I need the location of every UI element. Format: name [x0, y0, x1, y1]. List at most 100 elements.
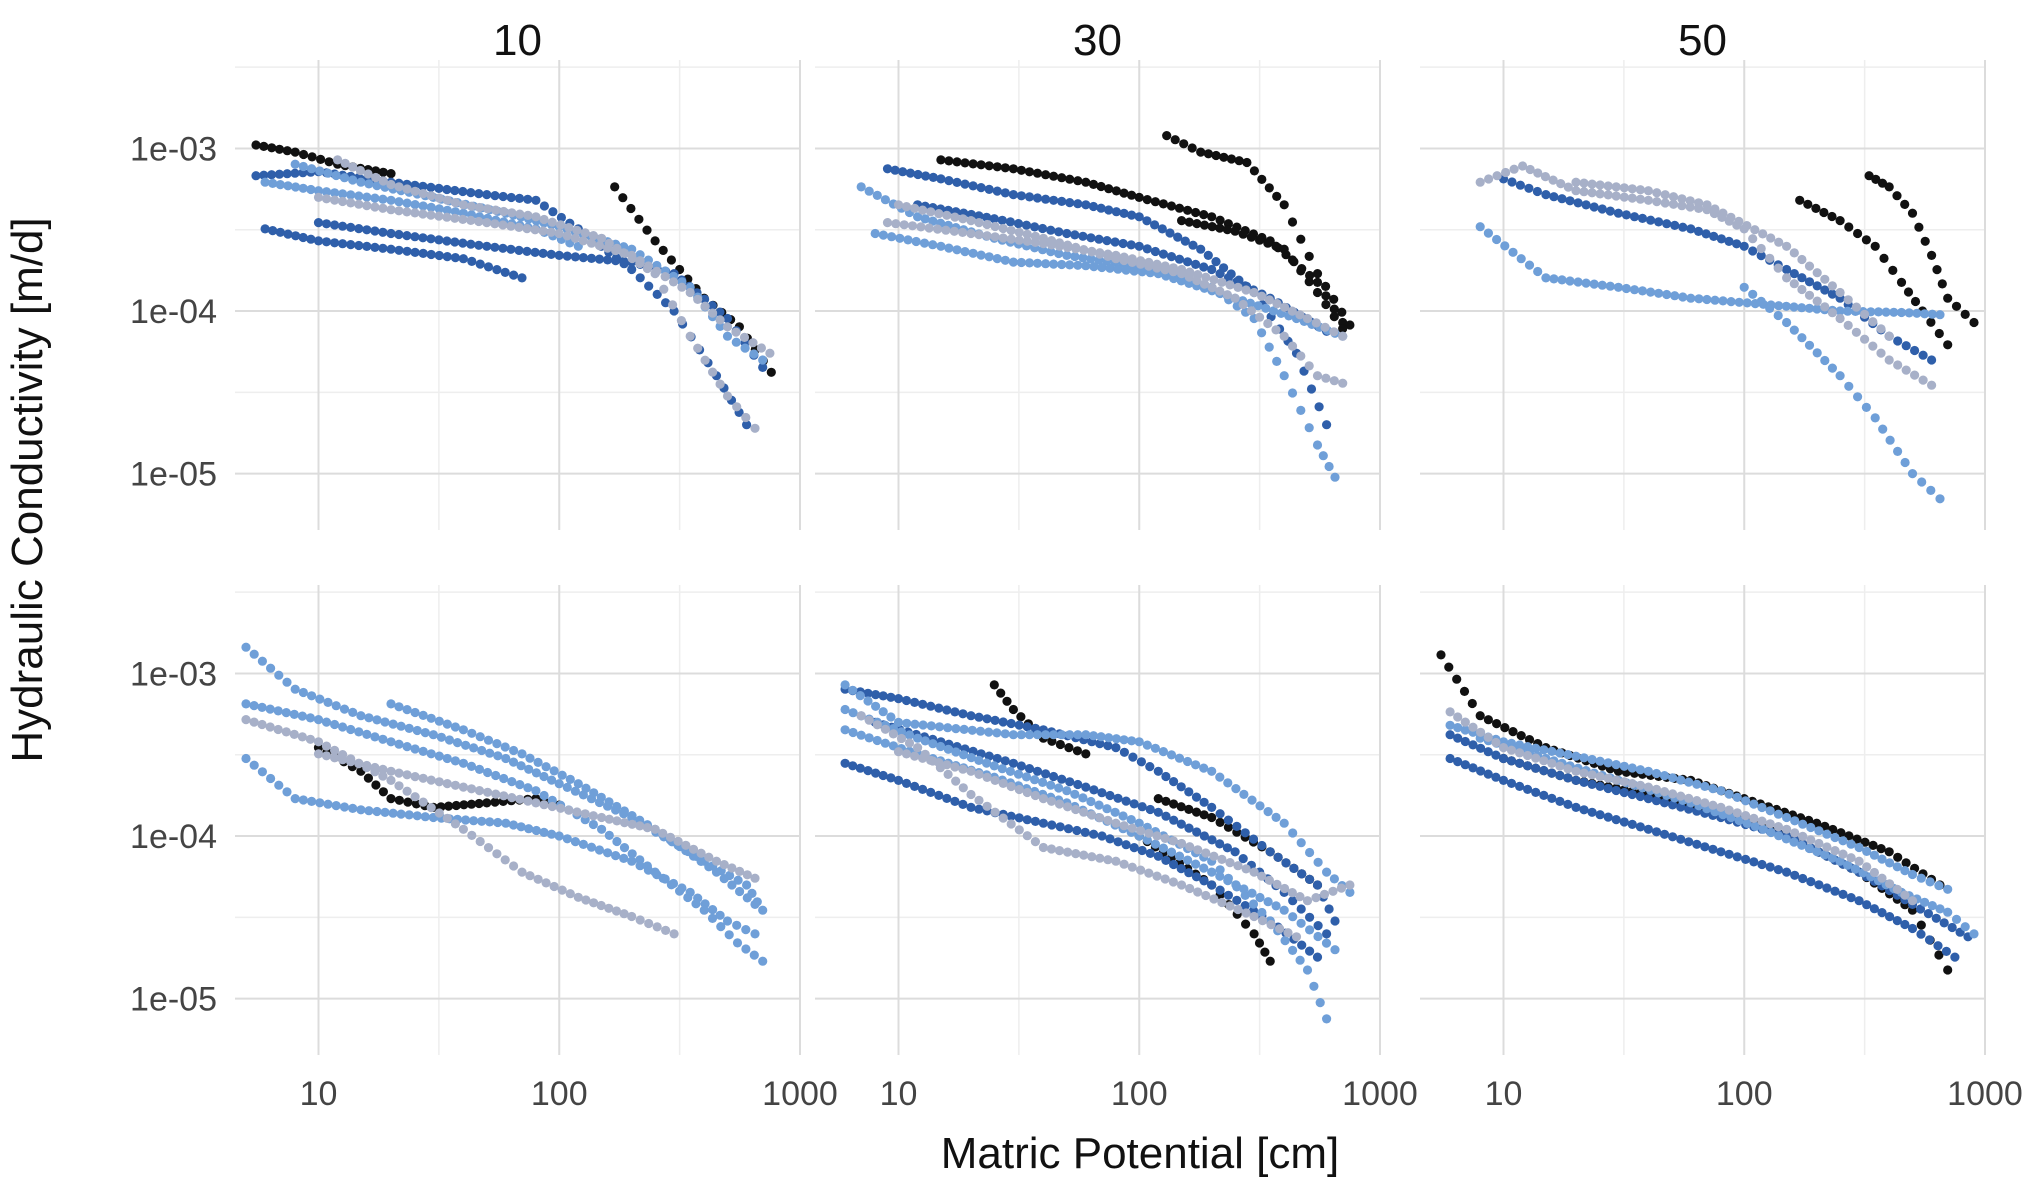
- data-point: [1742, 818, 1752, 829]
- data-point: [1741, 811, 1751, 821]
- data-point: [412, 811, 422, 821]
- data-point: [490, 242, 500, 252]
- data-point: [1914, 222, 1924, 232]
- data-point: [1063, 847, 1073, 857]
- data-point: [1209, 851, 1219, 861]
- x-tick-label: 10: [300, 1075, 338, 1113]
- data-point: [952, 157, 962, 167]
- data-point: [1498, 743, 1509, 753]
- data-point: [364, 713, 374, 723]
- data-point: [1555, 748, 1565, 758]
- data-point: [442, 813, 452, 824]
- data-point: [330, 745, 340, 756]
- data-point: [356, 177, 366, 187]
- series-dark_blue: [251, 167, 752, 430]
- data-point: [1209, 894, 1219, 904]
- data-point: [708, 308, 718, 318]
- data-point: [1860, 334, 1870, 344]
- data-point: [402, 231, 412, 241]
- data-point: [450, 198, 460, 208]
- data-point: [523, 194, 533, 204]
- x-tick-label: 1000: [762, 1075, 838, 1113]
- data-point: [418, 248, 428, 258]
- data-point: [241, 699, 251, 709]
- data-point: [386, 195, 396, 205]
- data-point: [1119, 821, 1129, 831]
- data-point: [895, 233, 905, 243]
- data-point: [1854, 856, 1864, 866]
- data-point: [604, 903, 614, 913]
- data-point: [958, 799, 968, 810]
- data-point: [1268, 306, 1279, 316]
- data-point: [307, 691, 317, 701]
- data-point: [1296, 266, 1306, 276]
- data-point: [1924, 935, 1935, 945]
- data-point: [362, 225, 372, 235]
- data-point: [1215, 772, 1225, 782]
- data-point: [1563, 764, 1573, 774]
- data-point: [1217, 897, 1227, 908]
- data-point: [1756, 243, 1766, 254]
- data-point: [1255, 235, 1265, 245]
- data-point: [1460, 760, 1470, 770]
- data-point: [410, 792, 420, 802]
- data-point: [1305, 925, 1315, 935]
- data-point: [508, 270, 519, 280]
- data-point: [627, 911, 637, 922]
- data-point: [1231, 784, 1241, 794]
- data-point: [1756, 296, 1766, 306]
- data-point: [1304, 361, 1314, 371]
- data-point: [1302, 896, 1313, 906]
- data-point: [362, 760, 372, 771]
- data-point: [386, 794, 396, 804]
- data-point: [1893, 360, 1903, 370]
- data-point: [573, 779, 583, 789]
- data-point: [482, 218, 492, 228]
- data-point: [928, 240, 938, 250]
- data-point: [1595, 189, 1605, 199]
- data-point: [1246, 306, 1256, 316]
- data-point: [1885, 879, 1895, 889]
- data-point: [1797, 303, 1807, 313]
- data-point: [1238, 229, 1248, 239]
- data-point: [627, 264, 637, 275]
- data-point: [951, 724, 961, 734]
- data-point: [1296, 405, 1306, 415]
- data-point: [506, 192, 516, 203]
- data-point: [1071, 242, 1081, 252]
- data-point: [434, 808, 444, 818]
- data-point: [934, 722, 945, 732]
- data-point: [1822, 883, 1832, 893]
- data-point: [1071, 804, 1081, 815]
- data-point: [1008, 704, 1019, 715]
- data-point: [500, 742, 510, 752]
- data-point: [1436, 650, 1446, 660]
- data-point: [1296, 918, 1306, 928]
- data-point: [410, 200, 420, 210]
- data-point: [1207, 766, 1217, 776]
- data-point: [321, 717, 332, 727]
- data-point: [469, 743, 479, 753]
- data-point: [882, 164, 893, 174]
- data-point: [1877, 178, 1888, 188]
- data-point: [1102, 804, 1112, 814]
- data-point: [1174, 254, 1185, 264]
- data-point: [517, 273, 527, 283]
- data-point: [936, 174, 946, 184]
- data-point: [1830, 846, 1840, 856]
- data-point: [982, 219, 992, 230]
- data-point: [1506, 756, 1517, 766]
- data-point: [1054, 248, 1064, 259]
- data-point: [1878, 424, 1888, 434]
- data-point: [1765, 862, 1775, 872]
- data-point: [434, 777, 444, 787]
- data-point: [1128, 752, 1138, 762]
- data-point: [1782, 241, 1792, 251]
- data-point: [1884, 331, 1894, 341]
- data-point: [1773, 263, 1783, 273]
- data-point: [1579, 777, 1589, 788]
- data-point: [700, 294, 710, 304]
- data-point: [1024, 730, 1035, 740]
- data-point: [306, 234, 316, 244]
- data-point: [1943, 884, 1953, 894]
